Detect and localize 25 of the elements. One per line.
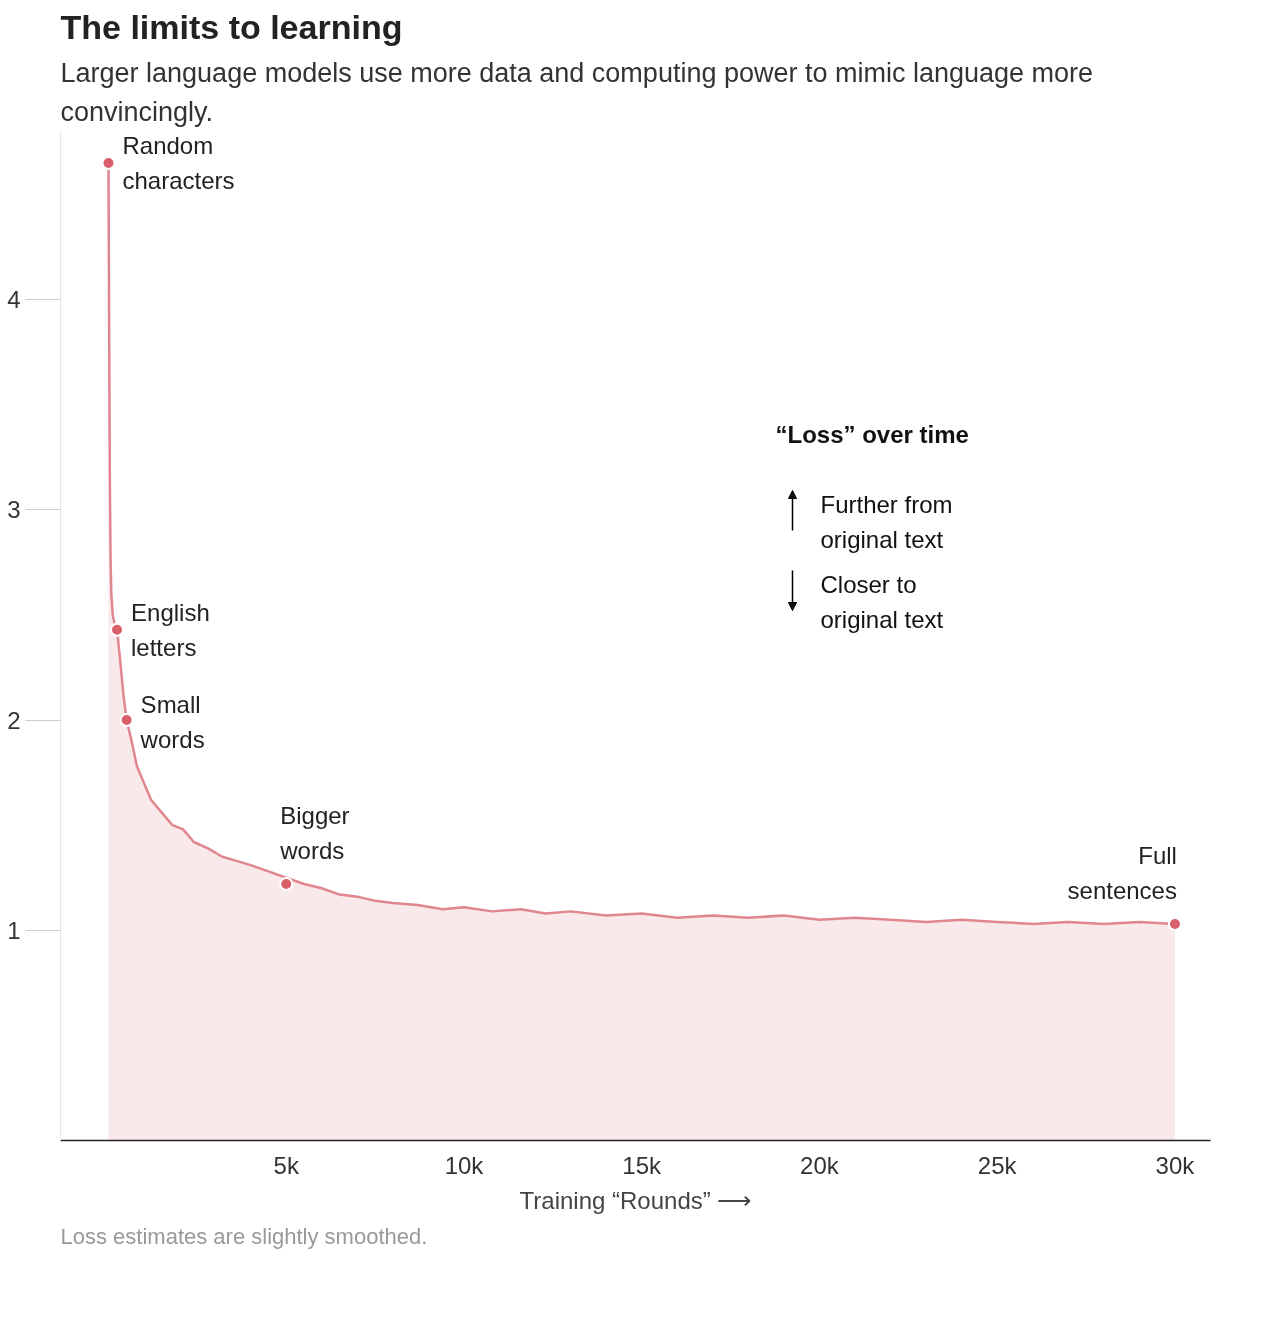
annotation: Random characters xyxy=(122,131,235,195)
x-tick-label: 30k xyxy=(1155,1151,1196,1179)
annotation: Further from original text xyxy=(820,490,953,553)
annotation: Closer to original text xyxy=(820,570,944,633)
annotation: English letters xyxy=(131,598,210,661)
x-axis-title: Training “Rounds” ⟶ xyxy=(519,1186,752,1214)
annotation: “Loss” over time xyxy=(775,420,969,448)
x-tick-label: 5k xyxy=(273,1151,300,1179)
annotation: Full sentences xyxy=(1067,841,1177,904)
y-tick-label: 1 xyxy=(7,916,21,944)
point xyxy=(119,713,134,728)
y-tick-label: 2 xyxy=(7,706,21,734)
chart-title: The limits to learning xyxy=(60,7,403,46)
x-tick-label: 10k xyxy=(444,1151,485,1179)
chart-subtitle: Larger language models use more data and computing power to mimic language more convincingly. xyxy=(60,57,1094,127)
y-tick-label: 4 xyxy=(7,286,21,314)
x-tick-label: 20k xyxy=(800,1151,840,1179)
text: Loss estimates are slightly smoothed. xyxy=(60,1223,428,1249)
x-tick-label: 15k xyxy=(622,1151,663,1179)
annotation: Bigger words xyxy=(279,801,350,865)
x-tick-label: 25k xyxy=(977,1151,1018,1179)
point xyxy=(101,156,116,171)
y-tick-label: 3 xyxy=(7,496,21,524)
annotation: Small words xyxy=(139,691,205,754)
point xyxy=(1167,917,1182,931)
